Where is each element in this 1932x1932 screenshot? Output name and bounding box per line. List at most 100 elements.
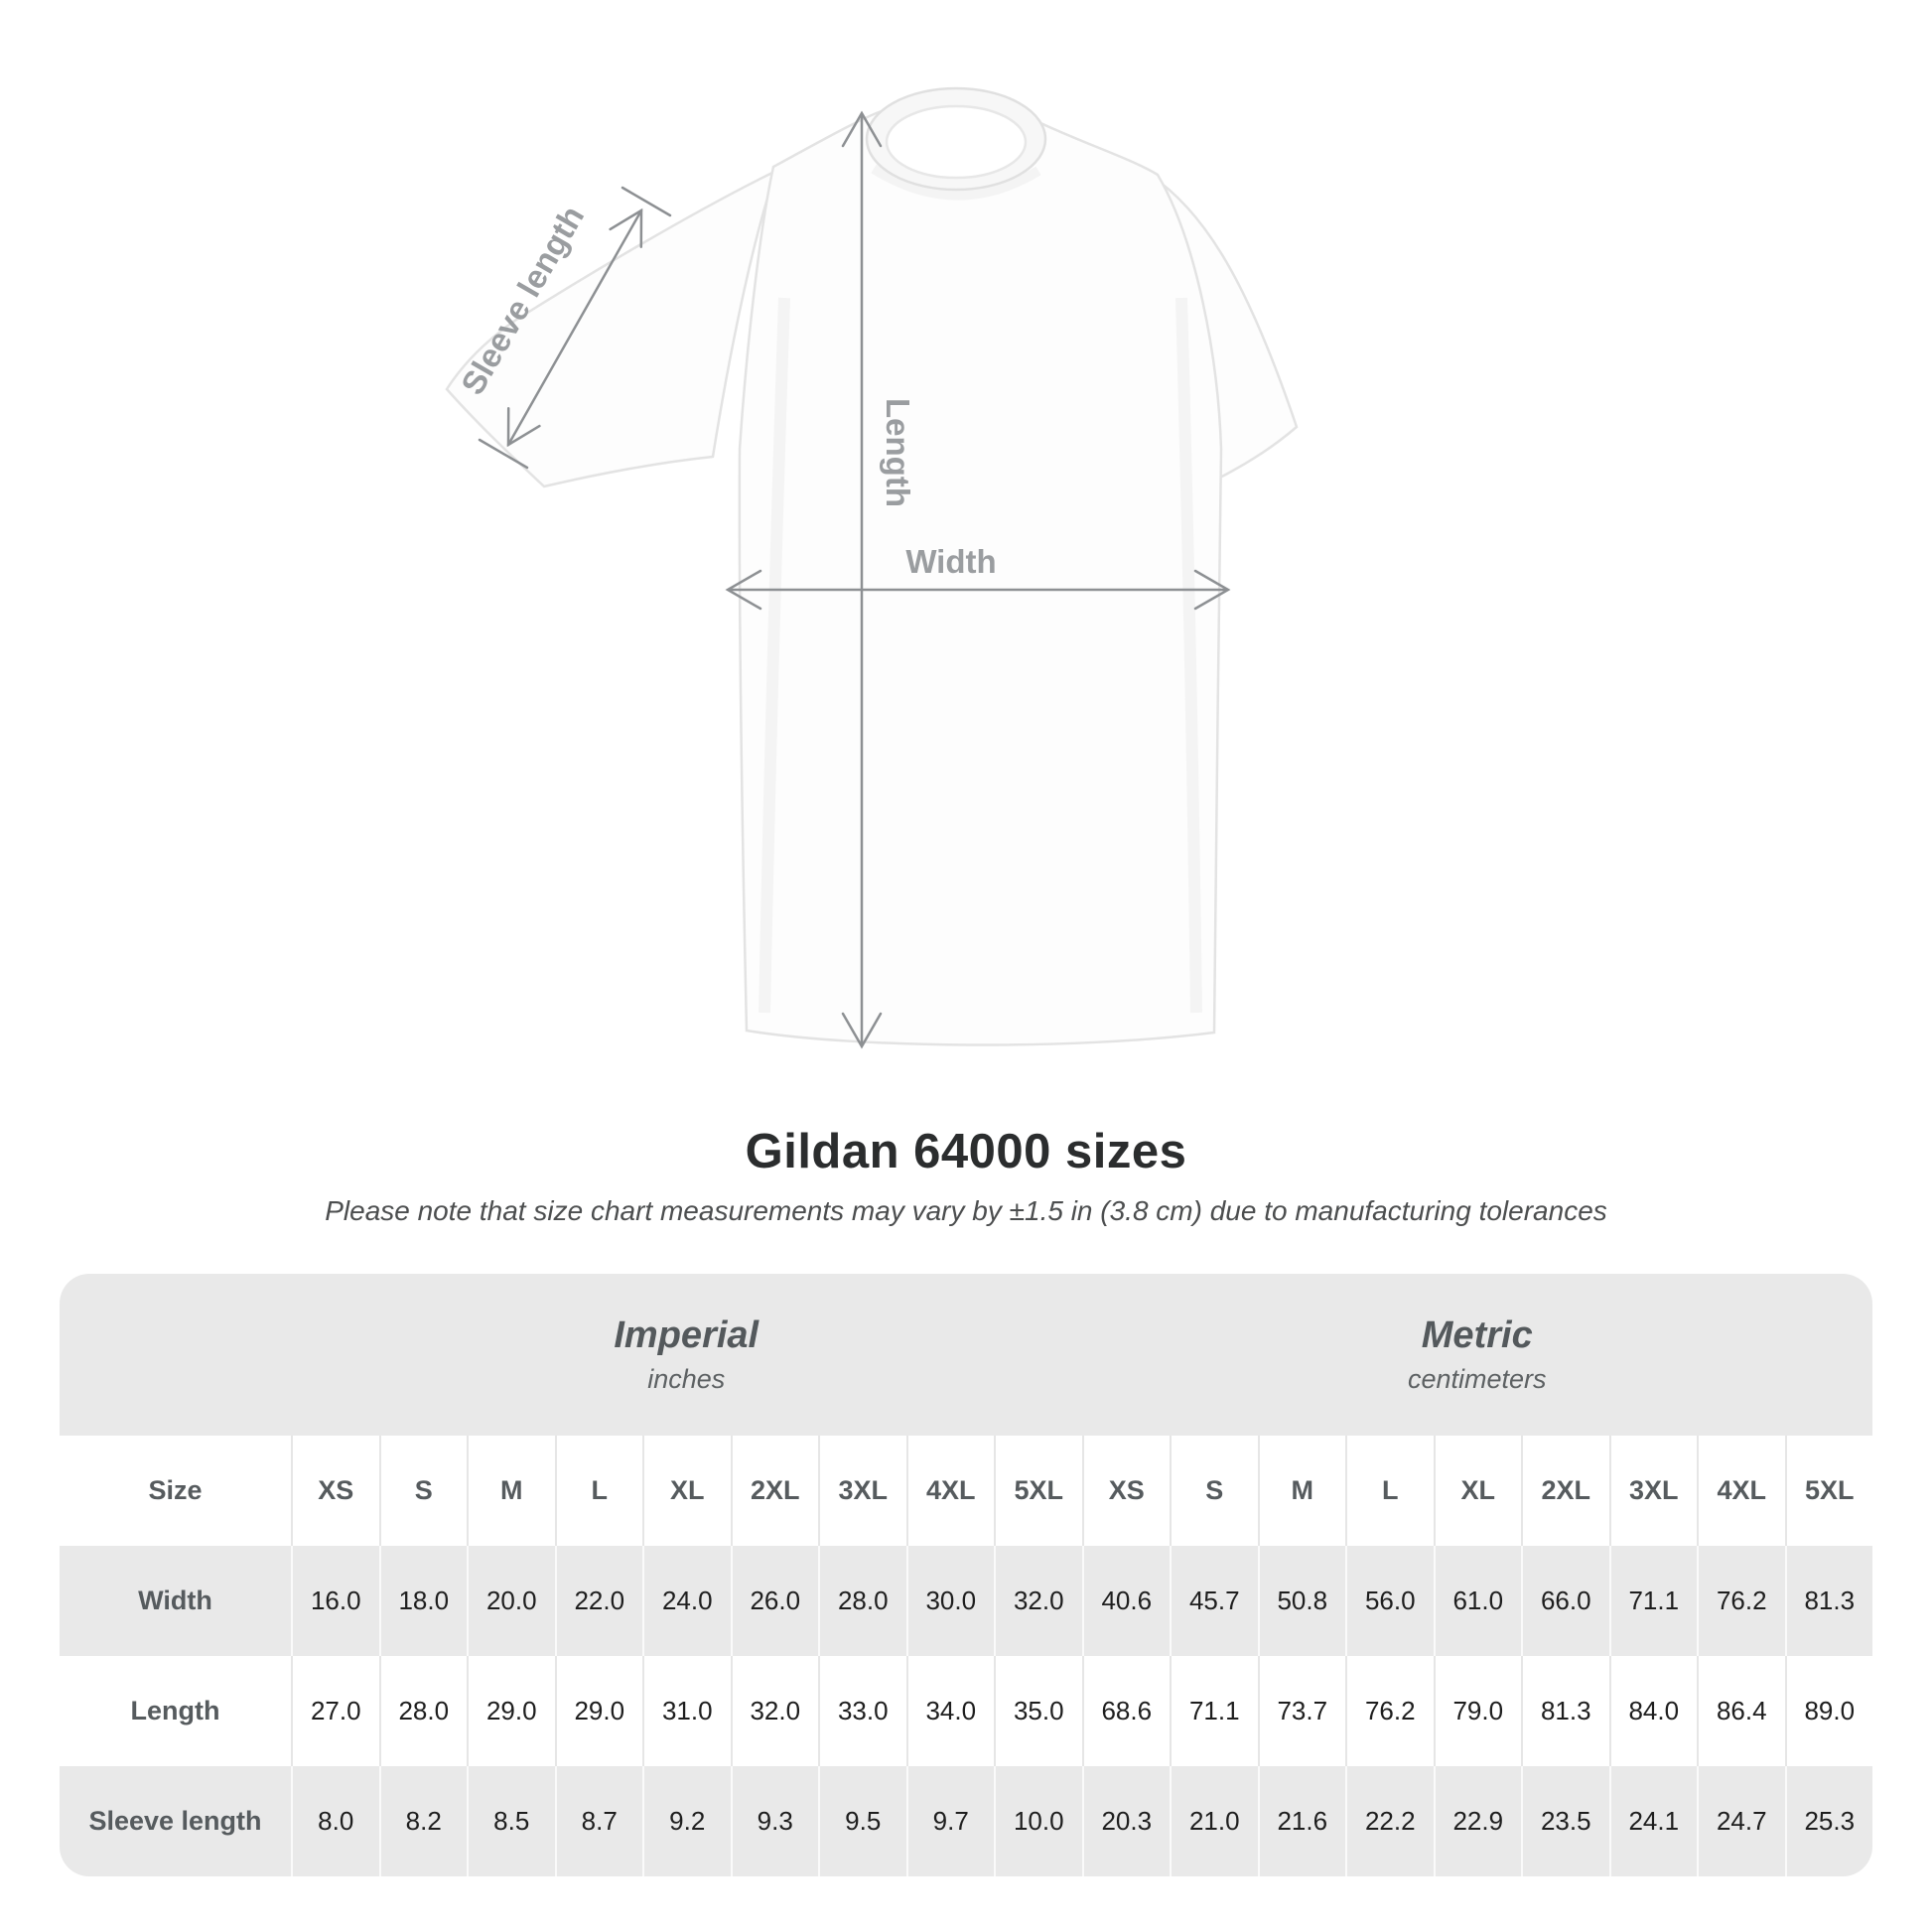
table-cell: 56.0 bbox=[1345, 1546, 1434, 1656]
table-cell: 28.0 bbox=[378, 1656, 468, 1766]
table-cell: 24.7 bbox=[1697, 1766, 1785, 1876]
table-cell: 21.6 bbox=[1257, 1766, 1346, 1876]
table-cell: 26.0 bbox=[730, 1546, 819, 1656]
size-header: S bbox=[1170, 1436, 1258, 1546]
table-cell: 9.7 bbox=[905, 1766, 995, 1876]
table-cell: 45.7 bbox=[1170, 1546, 1258, 1656]
table-cell: 8.7 bbox=[554, 1766, 643, 1876]
table-cell: 81.3 bbox=[1521, 1656, 1609, 1766]
metric-group-header: Metric centimeters bbox=[1082, 1274, 1873, 1436]
table-cell: 22.2 bbox=[1345, 1766, 1434, 1876]
table-cell: 32.0 bbox=[730, 1656, 819, 1766]
fabric-fold bbox=[759, 297, 790, 1014]
table-cell: 20.3 bbox=[1081, 1766, 1171, 1876]
size-header: 2XL bbox=[730, 1436, 819, 1546]
table-cell: 10.0 bbox=[994, 1766, 1082, 1876]
table-cell: 29.0 bbox=[554, 1656, 643, 1766]
width-label: Width bbox=[905, 543, 996, 580]
size-header: M bbox=[467, 1436, 555, 1546]
table-cell: 84.0 bbox=[1608, 1656, 1698, 1766]
table-cell: 8.5 bbox=[467, 1766, 555, 1876]
table-cell: 21.0 bbox=[1170, 1766, 1258, 1876]
table-cell: 16.0 bbox=[291, 1546, 379, 1656]
imperial-group-header: Imperial inches bbox=[291, 1274, 1082, 1436]
tolerance-note: Please note that size chart measurements… bbox=[325, 1195, 1607, 1226]
size-header: M bbox=[1257, 1436, 1346, 1546]
table-cell: 71.1 bbox=[1170, 1656, 1258, 1766]
size-header: XS bbox=[291, 1436, 379, 1546]
table-cell: 9.2 bbox=[642, 1766, 731, 1876]
page-title: Gildan 64000 sizes bbox=[745, 1125, 1187, 1178]
table-cell: 9.3 bbox=[730, 1766, 819, 1876]
table-cell: 22.0 bbox=[554, 1546, 643, 1656]
size-header: XS bbox=[1081, 1436, 1171, 1546]
metric-title: Metric bbox=[1421, 1314, 1533, 1356]
table-cell: 31.0 bbox=[642, 1656, 731, 1766]
table-cell: 35.0 bbox=[994, 1656, 1082, 1766]
size-header: S bbox=[378, 1436, 468, 1546]
table-cell: 73.7 bbox=[1257, 1656, 1346, 1766]
table-cell: 89.0 bbox=[1784, 1656, 1873, 1766]
unit-header-row: Imperial inches Metric centimeters bbox=[60, 1274, 1872, 1436]
size-header: 5XL bbox=[1784, 1436, 1873, 1546]
size-header: 5XL bbox=[994, 1436, 1082, 1546]
table-cell: 24.0 bbox=[642, 1546, 731, 1656]
sleeve-length-measure-arrow bbox=[478, 186, 672, 470]
size-header: 4XL bbox=[1697, 1436, 1785, 1546]
corner-spacer bbox=[60, 1274, 291, 1436]
tshirt-collar-inner bbox=[885, 104, 1028, 180]
width-row: Width 16.0 18.0 20.0 22.0 24.0 26.0 28.0… bbox=[60, 1546, 1872, 1656]
size-header: 3XL bbox=[818, 1436, 906, 1546]
table-cell: 33.0 bbox=[818, 1656, 906, 1766]
table-cell: 61.0 bbox=[1433, 1546, 1522, 1656]
table-cell: 81.3 bbox=[1784, 1546, 1873, 1656]
table-cell: 25.3 bbox=[1784, 1766, 1873, 1876]
table-cell: 27.0 bbox=[291, 1656, 379, 1766]
table-cell: 68.6 bbox=[1081, 1656, 1171, 1766]
fabric-fold bbox=[1175, 297, 1202, 1014]
table-cell: 40.6 bbox=[1081, 1546, 1171, 1656]
table-cell: 76.2 bbox=[1697, 1546, 1785, 1656]
size-header: L bbox=[554, 1436, 643, 1546]
size-header: 4XL bbox=[905, 1436, 995, 1546]
metric-unit: centimeters bbox=[1407, 1364, 1547, 1394]
fabric-fold bbox=[871, 164, 1041, 201]
table-cell: 8.0 bbox=[291, 1766, 379, 1876]
size-header: L bbox=[1345, 1436, 1434, 1546]
table-cell: 29.0 bbox=[467, 1656, 555, 1766]
table-cell: 76.2 bbox=[1345, 1656, 1434, 1766]
table-cell: 79.0 bbox=[1433, 1656, 1522, 1766]
table-cell: 66.0 bbox=[1521, 1546, 1609, 1656]
width-measure-arrow bbox=[725, 569, 1231, 611]
length-measure-arrow bbox=[841, 110, 883, 1049]
size-header: XL bbox=[642, 1436, 731, 1546]
table-cell: 24.1 bbox=[1608, 1766, 1698, 1876]
length-row: Length 27.0 28.0 29.0 29.0 31.0 32.0 33.… bbox=[60, 1656, 1872, 1766]
row-label: Length bbox=[130, 1696, 220, 1725]
size-header: 2XL bbox=[1521, 1436, 1609, 1546]
table-cell: 32.0 bbox=[994, 1546, 1082, 1656]
table-cell: 50.8 bbox=[1257, 1546, 1346, 1656]
table-cell: 71.1 bbox=[1608, 1546, 1698, 1656]
table-cell: 18.0 bbox=[378, 1546, 468, 1656]
length-label: Length bbox=[880, 398, 916, 507]
sleeve-length-row: Sleeve length 8.0 8.2 8.5 8.7 9.2 9.3 9.… bbox=[60, 1766, 1872, 1876]
table-cell: 9.5 bbox=[818, 1766, 906, 1876]
size-header: XL bbox=[1433, 1436, 1522, 1546]
table-cell: 22.9 bbox=[1433, 1766, 1522, 1876]
size-header-row: Size XS S M L XL 2XL 3XL 4XL 5XL XS S M … bbox=[60, 1436, 1872, 1546]
row-label: Sleeve length bbox=[88, 1806, 262, 1836]
imperial-title: Imperial bbox=[614, 1314, 759, 1356]
table-cell: 28.0 bbox=[818, 1546, 906, 1656]
table-cell: 23.5 bbox=[1521, 1766, 1609, 1876]
size-table: Imperial inches Metric centimeters Size … bbox=[60, 1274, 1872, 1876]
table-cell: 8.2 bbox=[378, 1766, 468, 1876]
size-header: 3XL bbox=[1608, 1436, 1698, 1546]
size-col-header: Size bbox=[148, 1475, 203, 1505]
tshirt-measurement-diagram: Sleeve length Length Width bbox=[445, 86, 1299, 1049]
table-cell: 86.4 bbox=[1697, 1656, 1785, 1766]
imperial-unit: inches bbox=[647, 1364, 726, 1394]
row-label: Width bbox=[138, 1586, 212, 1615]
table-cell: 34.0 bbox=[905, 1656, 995, 1766]
